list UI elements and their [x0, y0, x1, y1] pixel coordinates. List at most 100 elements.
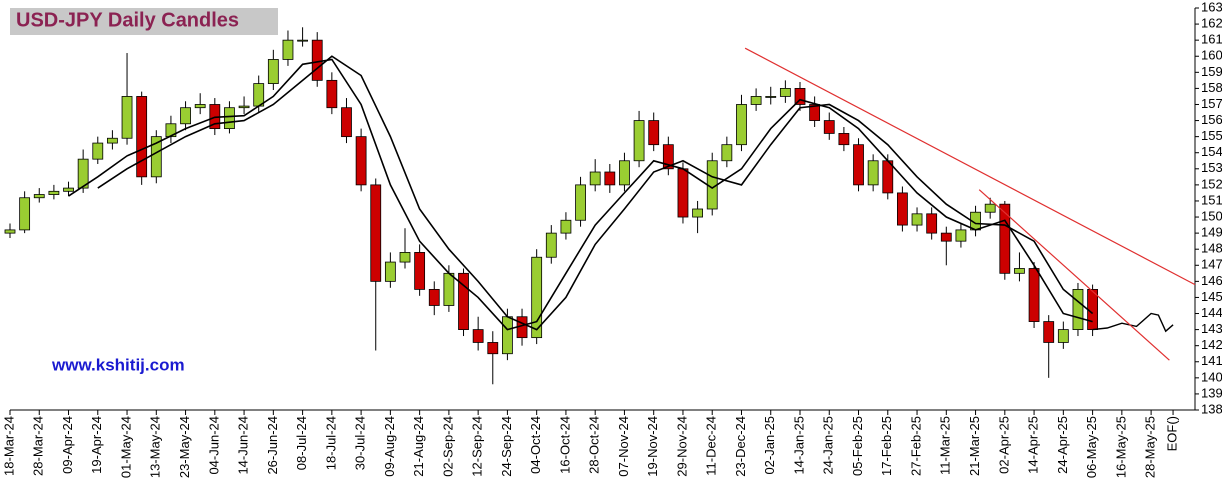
candle-body: [194, 104, 206, 109]
candle-body: [750, 96, 762, 105]
x-tick-label: 11-Dec-24: [704, 416, 719, 476]
y-tick-label: 148: [1201, 241, 1222, 256]
y-tick-label: 140: [1201, 369, 1222, 384]
candle-body: [253, 83, 265, 107]
y-tick-label: 139: [1201, 385, 1222, 400]
x-tick-label: 21-Mar-25: [967, 416, 982, 476]
x-tick-label: 12-Sep-24: [470, 416, 485, 477]
candle-body: [955, 229, 967, 242]
candle-body: [984, 203, 996, 213]
x-tick-label: 23-May-24: [177, 416, 192, 478]
candle-body: [823, 120, 835, 134]
candle-body: [765, 96, 777, 98]
candle-body: [838, 133, 850, 146]
x-tick-label: 28-Mar-24: [31, 416, 46, 476]
x-tick-label: 01-May-24: [118, 416, 133, 478]
x-tick-label: 28-Oct-24: [587, 416, 602, 474]
candle-body: [341, 107, 352, 138]
y-tick-label: 149: [1201, 225, 1222, 240]
candle-body: [414, 252, 426, 290]
y-tick-label: 144: [1201, 305, 1222, 320]
x-tick-label: 29-Nov-24: [674, 416, 689, 477]
x-tick-label: 08-Jul-24: [294, 416, 309, 470]
candle-body: [648, 120, 660, 146]
candle-body: [662, 144, 674, 170]
candle-body: [77, 158, 89, 189]
candle-body: [1043, 321, 1055, 343]
candle-body: [121, 96, 133, 139]
y-tick-label: 158: [1201, 80, 1222, 95]
candle-body: [92, 142, 104, 160]
candle-body: [48, 190, 60, 195]
x-tick-label: 14-Jan-25: [791, 416, 806, 475]
y-tick-label: 159: [1201, 64, 1222, 79]
candle-body: [721, 144, 733, 162]
candle-body: [736, 104, 747, 146]
y-tick-label: 156: [1201, 112, 1222, 127]
y-tick-label: 142: [1201, 337, 1222, 352]
x-tick-label: 04-Oct-24: [528, 416, 543, 474]
moving-average: [68, 58, 1093, 331]
candle-body: [63, 187, 74, 192]
x-tick-label: 02-Apr-25: [996, 416, 1011, 474]
title-box: [10, 8, 278, 35]
candle-body: [224, 107, 235, 129]
y-tick-label: 162: [1201, 16, 1222, 31]
x-tick-label: 28-May-25: [1143, 416, 1158, 478]
x-tick-label: 16-Oct-24: [557, 416, 572, 474]
x-tick-label: 06-May-25: [1084, 416, 1099, 478]
candle-body: [399, 252, 411, 263]
candle-body: [867, 160, 879, 186]
candle-body: [355, 136, 367, 186]
candle-body: [575, 184, 586, 221]
x-tick-label: 18-Mar-24: [1, 416, 16, 476]
x-tick-label: 02-Jan-25: [762, 416, 777, 475]
candle-body: [19, 197, 31, 231]
candle-body: [1072, 288, 1084, 330]
y-tick-label: 163: [1201, 0, 1222, 14]
candle-body: [326, 79, 338, 109]
y-tick-label: 152: [1201, 176, 1222, 191]
y-tick-label: 143: [1201, 321, 1222, 336]
candle-body: [794, 88, 806, 105]
x-tick-label: 19-Apr-24: [89, 416, 104, 474]
candle-body: [1028, 268, 1040, 322]
x-tick-label: 04-Jun-24: [206, 416, 221, 475]
y-tick-label: 146: [1201, 273, 1222, 288]
y-tick-label: 150: [1201, 208, 1222, 223]
candle-body: [311, 39, 323, 81]
candle-body: [472, 329, 484, 343]
y-tick-label: 141: [1201, 353, 1222, 368]
candle-body: [531, 256, 543, 339]
x-tick-label: 24-Sep-24: [499, 416, 514, 477]
x-tick-label: 05-Feb-25: [850, 416, 865, 476]
x-tick-label: 13-May-24: [148, 416, 163, 478]
x-tick-label: 21-Aug-24: [411, 416, 426, 477]
candle-body: [589, 171, 601, 186]
candle-body: [4, 229, 16, 234]
candle-body: [33, 194, 45, 199]
x-tick-label: 14-Jun-24: [236, 416, 251, 475]
candle-body: [619, 160, 630, 186]
candle-body: [180, 107, 191, 125]
chart-title: USD-JPY Daily Candles: [16, 9, 239, 31]
candle-body: [428, 288, 440, 306]
candle-body: [487, 342, 499, 355]
candle-body: [911, 213, 923, 226]
x-tick-label: 14-Apr-25: [1026, 416, 1041, 474]
x-tick-label: 09-Apr-24: [60, 416, 75, 474]
x-tick-label: 24-Apr-25: [1055, 416, 1070, 474]
candle-body: [370, 184, 382, 282]
candle-body: [897, 192, 908, 226]
y-tick-label: 155: [1201, 128, 1222, 143]
y-tick-label: 153: [1201, 160, 1222, 175]
x-tick-label: 17-Feb-25: [879, 416, 894, 476]
y-tick-label: 147: [1201, 257, 1222, 272]
x-tick-label: 02-Sep-24: [440, 416, 455, 477]
x-tick-label: 24-Jan-25: [821, 416, 836, 475]
y-tick-label: 161: [1201, 32, 1222, 47]
y-tick-label: 145: [1201, 289, 1222, 304]
candle-body: [677, 168, 689, 218]
candle-body: [136, 96, 148, 178]
